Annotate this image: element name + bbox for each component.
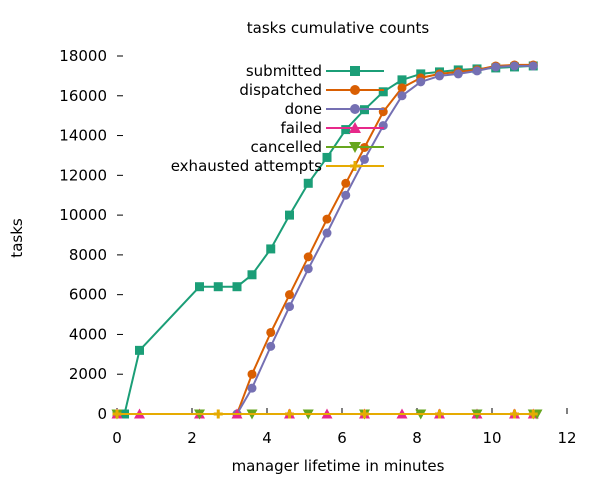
legend-entry: exhausted attempts — [171, 157, 384, 175]
y-tick-label: 14000 — [59, 127, 107, 145]
legend-label: cancelled — [250, 138, 322, 156]
legend-label: done — [285, 100, 322, 118]
x-tick-label: 10 — [482, 429, 501, 447]
legend-entry: done — [285, 100, 384, 118]
data-point — [341, 125, 351, 135]
data-point — [341, 178, 351, 188]
data-point — [416, 77, 426, 87]
data-point — [266, 341, 276, 351]
data-point — [247, 383, 257, 393]
y-tick-label: 8000 — [69, 246, 107, 264]
data-point — [510, 61, 519, 71]
data-point — [350, 104, 360, 114]
x-tick-label: 6 — [337, 429, 347, 447]
y-tick-label: 16000 — [59, 87, 107, 105]
data-point — [397, 91, 407, 101]
series-dispatched — [232, 60, 538, 419]
data-point — [510, 409, 519, 419]
data-point — [247, 369, 257, 379]
x-tick-label: 12 — [557, 429, 576, 447]
data-point — [360, 409, 369, 419]
legend: submitteddispatcheddonefailedcancelledex… — [171, 62, 384, 175]
legend-label: submitted — [246, 62, 322, 80]
y-tick-label: 10000 — [59, 206, 107, 224]
data-point — [528, 409, 538, 419]
axis-ticks: 0 2000 4000 6000 8000 10000 12000 14000 16000 180… — [59, 47, 576, 447]
data-point — [135, 345, 144, 355]
data-point — [285, 290, 294, 300]
data-point — [397, 75, 407, 85]
y-tick-label: 18000 — [59, 47, 107, 65]
data-point — [397, 83, 407, 93]
data-point — [232, 282, 242, 292]
y-tick-label: 4000 — [69, 325, 107, 343]
legend-label: exhausted attempts — [171, 157, 322, 175]
series-line — [236, 63, 534, 415]
data-point — [349, 122, 361, 133]
data-point — [213, 282, 223, 292]
data-point — [285, 302, 294, 312]
data-point — [266, 244, 276, 254]
series-exhausted-attempts — [112, 409, 538, 419]
series-layer — [111, 60, 543, 420]
data-point — [378, 87, 388, 97]
data-point — [472, 66, 482, 76]
data-point — [341, 190, 351, 200]
data-point — [322, 152, 332, 162]
data-point — [213, 409, 223, 419]
data-point — [435, 71, 444, 81]
data-point — [322, 214, 332, 224]
data-point — [491, 62, 501, 72]
data-point — [247, 270, 257, 280]
y-tick-label: 0 — [97, 405, 107, 423]
y-tick-label: 6000 — [69, 286, 107, 304]
data-point — [435, 409, 444, 419]
data-point — [350, 85, 360, 95]
legend-entry: cancelled — [250, 138, 384, 156]
data-point — [349, 142, 361, 153]
data-point — [453, 69, 463, 79]
x-tick-label: 0 — [112, 429, 122, 447]
legend-label: dispatched — [239, 81, 322, 99]
x-tick-label: 2 — [187, 429, 197, 447]
data-point — [350, 161, 360, 171]
legend-entry: submitted — [246, 62, 384, 80]
legend-entry: dispatched — [239, 81, 384, 99]
series-submitted — [112, 61, 538, 419]
data-point — [303, 264, 313, 274]
series-line — [117, 64, 534, 415]
y-tick-label: 12000 — [59, 166, 107, 184]
x-tick-label: 4 — [262, 429, 272, 447]
series-done — [232, 61, 538, 419]
y-axis-label: tasks — [8, 218, 26, 258]
legend-label: failed — [280, 119, 322, 137]
y-tick-label: 2000 — [69, 365, 107, 383]
data-point — [112, 409, 122, 419]
data-point — [285, 210, 294, 220]
legend-entry: failed — [280, 119, 384, 137]
data-point — [266, 327, 276, 337]
data-point — [303, 252, 313, 262]
chart-title: tasks cumulative counts — [247, 19, 430, 37]
x-axis-label: manager lifetime in minutes — [232, 457, 445, 475]
x-tick-label: 8 — [412, 429, 422, 447]
data-point — [322, 228, 332, 238]
data-point — [303, 178, 313, 188]
data-point — [350, 66, 360, 76]
data-point — [195, 282, 204, 292]
data-point — [360, 154, 369, 164]
data-point — [528, 61, 538, 71]
data-point — [285, 409, 294, 419]
